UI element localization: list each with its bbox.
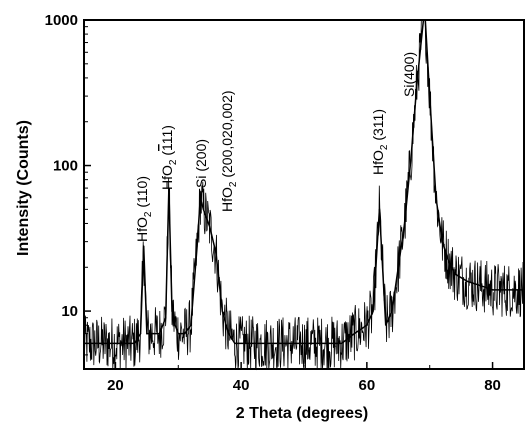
data-point — [171, 310, 173, 312]
data-point — [454, 273, 456, 275]
data-point — [397, 266, 399, 268]
data-point — [196, 245, 198, 247]
data-point — [303, 342, 305, 344]
data-point — [215, 252, 217, 254]
data-point — [234, 342, 236, 344]
y-tick-label: 10 — [61, 303, 78, 320]
data-point — [416, 80, 418, 82]
data-point — [466, 280, 469, 282]
data-point — [183, 333, 186, 335]
x-tick-label: 20 — [107, 377, 124, 394]
data-point — [158, 333, 161, 335]
data-point — [168, 187, 170, 189]
data-point — [435, 197, 437, 199]
data-point — [385, 324, 387, 326]
annotation-hfo2-311: HfO2 (311) — [370, 109, 390, 175]
data-point — [177, 333, 179, 335]
annotation-hfo2-111: HfO2 (111) — [159, 125, 179, 190]
y-tick-label: 1000 — [45, 12, 78, 29]
data-point — [447, 260, 450, 262]
data-point — [372, 310, 374, 312]
data-point — [190, 324, 192, 326]
data-point — [441, 241, 443, 243]
peak-annotations: HfO2 (110) HfO2 (111) Si (200) HfO2 (200… — [134, 52, 417, 242]
annotation-si-200: Si (200) — [193, 139, 209, 188]
data-point — [315, 342, 318, 344]
x-axis-title: 2 Theta (degrees) — [236, 405, 368, 422]
data-point — [341, 342, 343, 344]
annotation-hfo2-200-020-002: HfO2 (200,020,002) — [219, 90, 239, 212]
data-point — [146, 333, 148, 335]
plot-area — [83, 19, 525, 371]
data-point — [165, 317, 167, 319]
plot-frame — [83, 19, 525, 370]
data-point — [202, 208, 205, 210]
data-point — [403, 222, 406, 225]
x-tick-label: 80 — [484, 377, 501, 394]
y-axis-title: Intensity (Counts) — [15, 120, 32, 256]
data-point — [174, 324, 176, 326]
x-tick-label: 40 — [233, 377, 250, 394]
data-point — [290, 342, 293, 344]
data-point — [265, 342, 267, 344]
data-point — [429, 95, 431, 97]
series-line — [83, 19, 525, 371]
data-point — [491, 289, 494, 291]
annotation-si-400: Si(400) — [401, 52, 417, 97]
data-point — [353, 333, 355, 335]
data-point — [410, 158, 412, 161]
data-point — [479, 284, 481, 287]
x-tick-label: 60 — [359, 377, 376, 394]
data-point — [139, 333, 142, 335]
y-tick-label: 100 — [53, 158, 78, 175]
data-point — [221, 310, 223, 312]
data-point — [253, 342, 255, 344]
data-point — [143, 245, 145, 247]
data-point — [121, 342, 123, 344]
data-point — [152, 333, 154, 335]
data-point — [378, 208, 381, 210]
data-point — [381, 266, 384, 268]
data-point — [366, 324, 368, 326]
data-point — [199, 197, 201, 199]
data-point — [95, 342, 98, 344]
data-point — [328, 342, 330, 344]
data-point — [391, 310, 393, 312]
data-point — [133, 342, 135, 344]
data-point — [240, 342, 242, 344]
data-point — [278, 342, 280, 344]
axes: 20 40 60 80 10 100 1000 — [45, 12, 525, 394]
annotation-hfo2-110: HfO2 (110) — [134, 176, 154, 242]
data-point — [209, 226, 211, 228]
data-point — [227, 333, 230, 335]
data-point — [108, 342, 110, 344]
data-point — [504, 289, 506, 291]
